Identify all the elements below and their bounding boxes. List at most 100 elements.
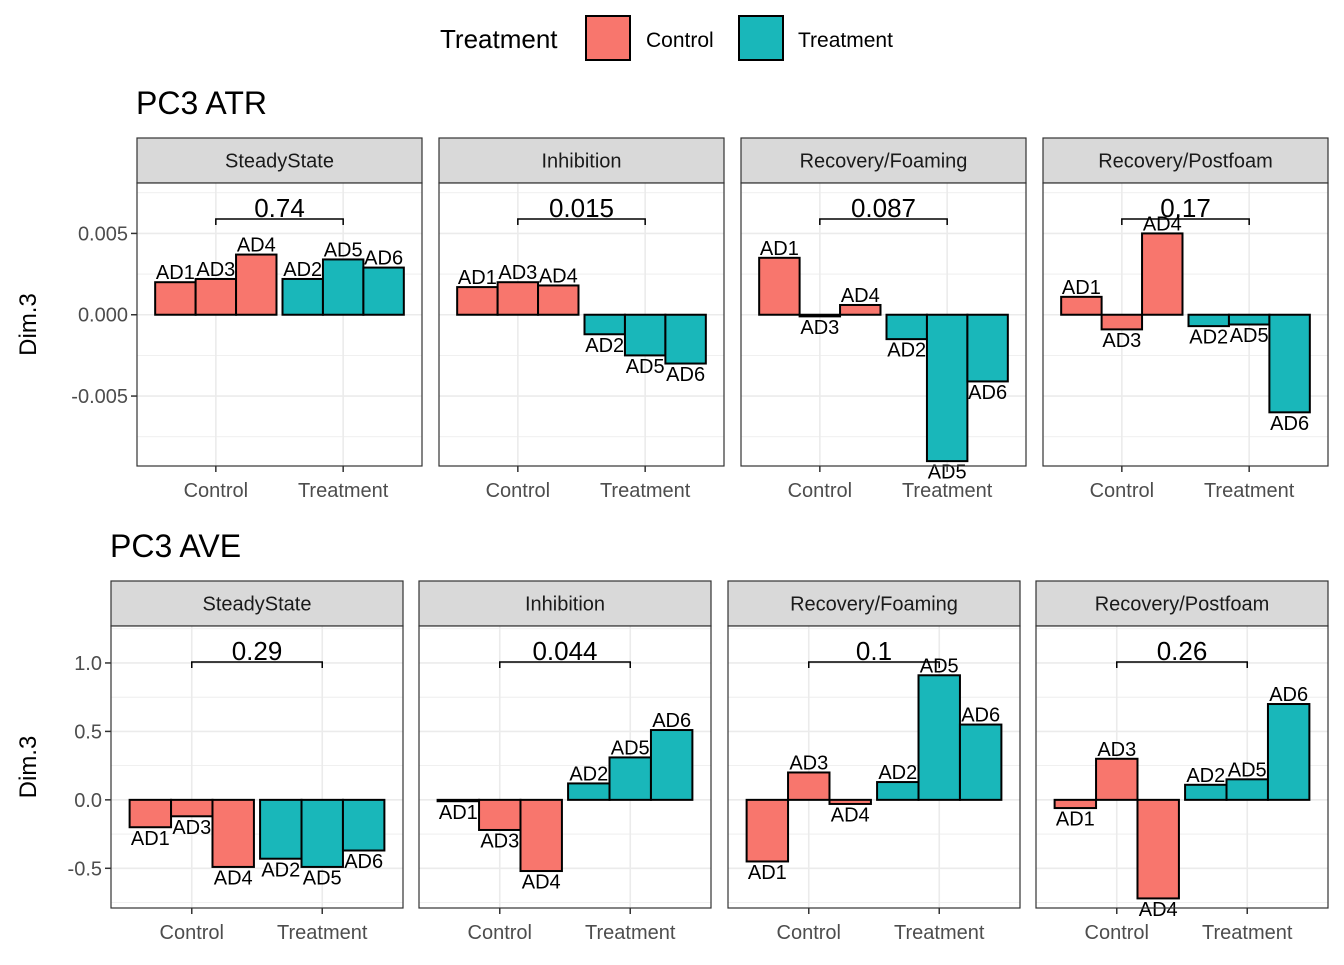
p-value-label: 0.015: [549, 193, 614, 223]
bar-ad5: [925, 313, 969, 463]
bar-label-ad3: AD3: [800, 317, 839, 339]
bar-ad4: [235, 253, 278, 316]
bar-label-ad2: AD2: [261, 859, 300, 881]
bar-label-ad6: AD6: [344, 851, 383, 873]
p-value-label: 0.1: [856, 636, 892, 666]
bar-ad1: [154, 281, 197, 316]
bar-label-ad4: AD4: [539, 265, 578, 287]
bar-label-ad6: AD6: [968, 382, 1007, 404]
legend-label-control: Control: [646, 29, 714, 52]
bar-ad3: [496, 281, 540, 316]
bar-label-ad2: AD2: [1189, 327, 1228, 349]
facet-strip-label: Recovery/Postfoam: [1095, 594, 1270, 616]
bar-label-ad4: AD4: [831, 805, 870, 827]
chart-title: PC3 ATR: [136, 85, 267, 121]
bar-ad4: [537, 284, 580, 316]
legend-key-control: [585, 15, 631, 61]
facet-strip: [727, 580, 1021, 627]
facet-strip-label: Inhibition: [541, 151, 621, 173]
bar-ad6: [966, 313, 1009, 383]
legend-key-treatment: [738, 15, 784, 61]
x-tick-label: Control: [777, 922, 841, 944]
bar-label-ad2: AD2: [887, 340, 926, 362]
bar-ad2: [583, 313, 626, 336]
y-tick-label: -0.5: [68, 858, 102, 880]
bar-label-ad3: AD3: [196, 259, 235, 281]
y-tick-label: 1.0: [74, 653, 102, 675]
x-tick-label: Control: [160, 922, 224, 944]
y-tick-label: 0.000: [78, 305, 128, 327]
panel-border: [740, 182, 1027, 467]
bar-ad2: [259, 798, 303, 860]
bar-label-ad1: AD1: [156, 262, 195, 284]
bar-label-ad1: AD1: [1062, 277, 1101, 299]
significance-bracket: [191, 661, 323, 668]
bar-ad2: [1187, 313, 1230, 328]
significance-bracket: [1116, 661, 1248, 668]
bar-ad2: [876, 781, 920, 801]
facet-strip: [1035, 580, 1329, 627]
facet-strip-label: Recovery/Foaming: [790, 594, 958, 616]
bar-label-ad3: AD3: [480, 831, 519, 853]
bar-label-ad5: AD5: [324, 239, 363, 261]
bar-label-ad1: AD1: [439, 802, 478, 824]
bar-label-ad2: AD2: [585, 335, 624, 357]
bar-label-ad3: AD3: [498, 262, 537, 284]
bar-ad5: [608, 756, 652, 801]
x-tick-label: Treatment: [1202, 922, 1293, 944]
x-tick-label: Control: [1090, 480, 1154, 502]
x-tick-label: Control: [468, 922, 532, 944]
x-tick-label: Treatment: [902, 480, 993, 502]
bar-ad3: [1095, 757, 1139, 801]
legend-title: Treatment: [440, 24, 558, 54]
bar-label-ad2: AD2: [569, 763, 608, 785]
panel-background: [111, 626, 403, 908]
y-axis-label: Dim.3: [15, 736, 42, 799]
bar-label-ad4: AD4: [841, 285, 880, 307]
facet-strip-label: SteadyState: [225, 151, 334, 173]
x-tick-label: Control: [788, 480, 852, 502]
panel-border: [727, 625, 1021, 909]
bar-label-ad4: AD4: [522, 872, 561, 894]
bar-ad4: [519, 798, 563, 873]
p-value-label: 0.17: [1160, 193, 1211, 223]
x-tick-label: Control: [1085, 922, 1149, 944]
p-value-label: 0.26: [1157, 636, 1208, 666]
x-tick-label: Treatment: [585, 922, 676, 944]
chart-group-pc3-atr: PC3 ATR Dim.3 -0.005 0.000 0.005 SteadyState A…: [15, 85, 1329, 502]
chart-panels: PC3 ATR Dim.3 -0.005 0.000 0.005 SteadyState A…: [15, 85, 1329, 944]
bar-label-ad6: AD6: [1270, 413, 1309, 435]
bar-label-ad6: AD6: [961, 705, 1000, 727]
bar-label-ad6: AD6: [1269, 684, 1308, 706]
panel-background: [137, 183, 422, 466]
p-value-label: 0.74: [254, 193, 305, 223]
bar-label-ad2: AD2: [1186, 765, 1225, 787]
bar-ad2: [885, 313, 928, 341]
bar-ad6: [649, 729, 694, 801]
bar-ad6: [1266, 703, 1311, 801]
bar-ad1: [1060, 295, 1103, 316]
x-tick-label: Treatment: [298, 480, 389, 502]
significance-bracket: [819, 218, 948, 225]
facet-recovery-foaming: Recovery/FoamingAD1AD3AD4AD2AD5AD60.1Con…: [727, 580, 1021, 944]
bar-ad3: [1100, 313, 1144, 331]
panel-border: [438, 182, 725, 467]
facet-recovery-postfoam: Recovery/Postfoam AD1 AD3 AD4 AD2 AD5 AD6 0.26 C…: [1035, 580, 1329, 944]
bar-ad6: [362, 266, 405, 316]
facet-strip-label: Recovery/Postfoam: [1098, 151, 1273, 173]
bar-ad6: [664, 313, 707, 365]
panel-border: [418, 625, 712, 909]
bar-label-ad4: AD4: [1139, 899, 1178, 921]
x-tick-label: Control: [184, 480, 248, 502]
bar-ad3: [787, 771, 831, 801]
significance-bracket: [1121, 218, 1250, 225]
bar-ad3: [170, 798, 214, 818]
p-value-label: 0.087: [851, 193, 916, 223]
bar-label-ad5: AD5: [1228, 759, 1267, 781]
